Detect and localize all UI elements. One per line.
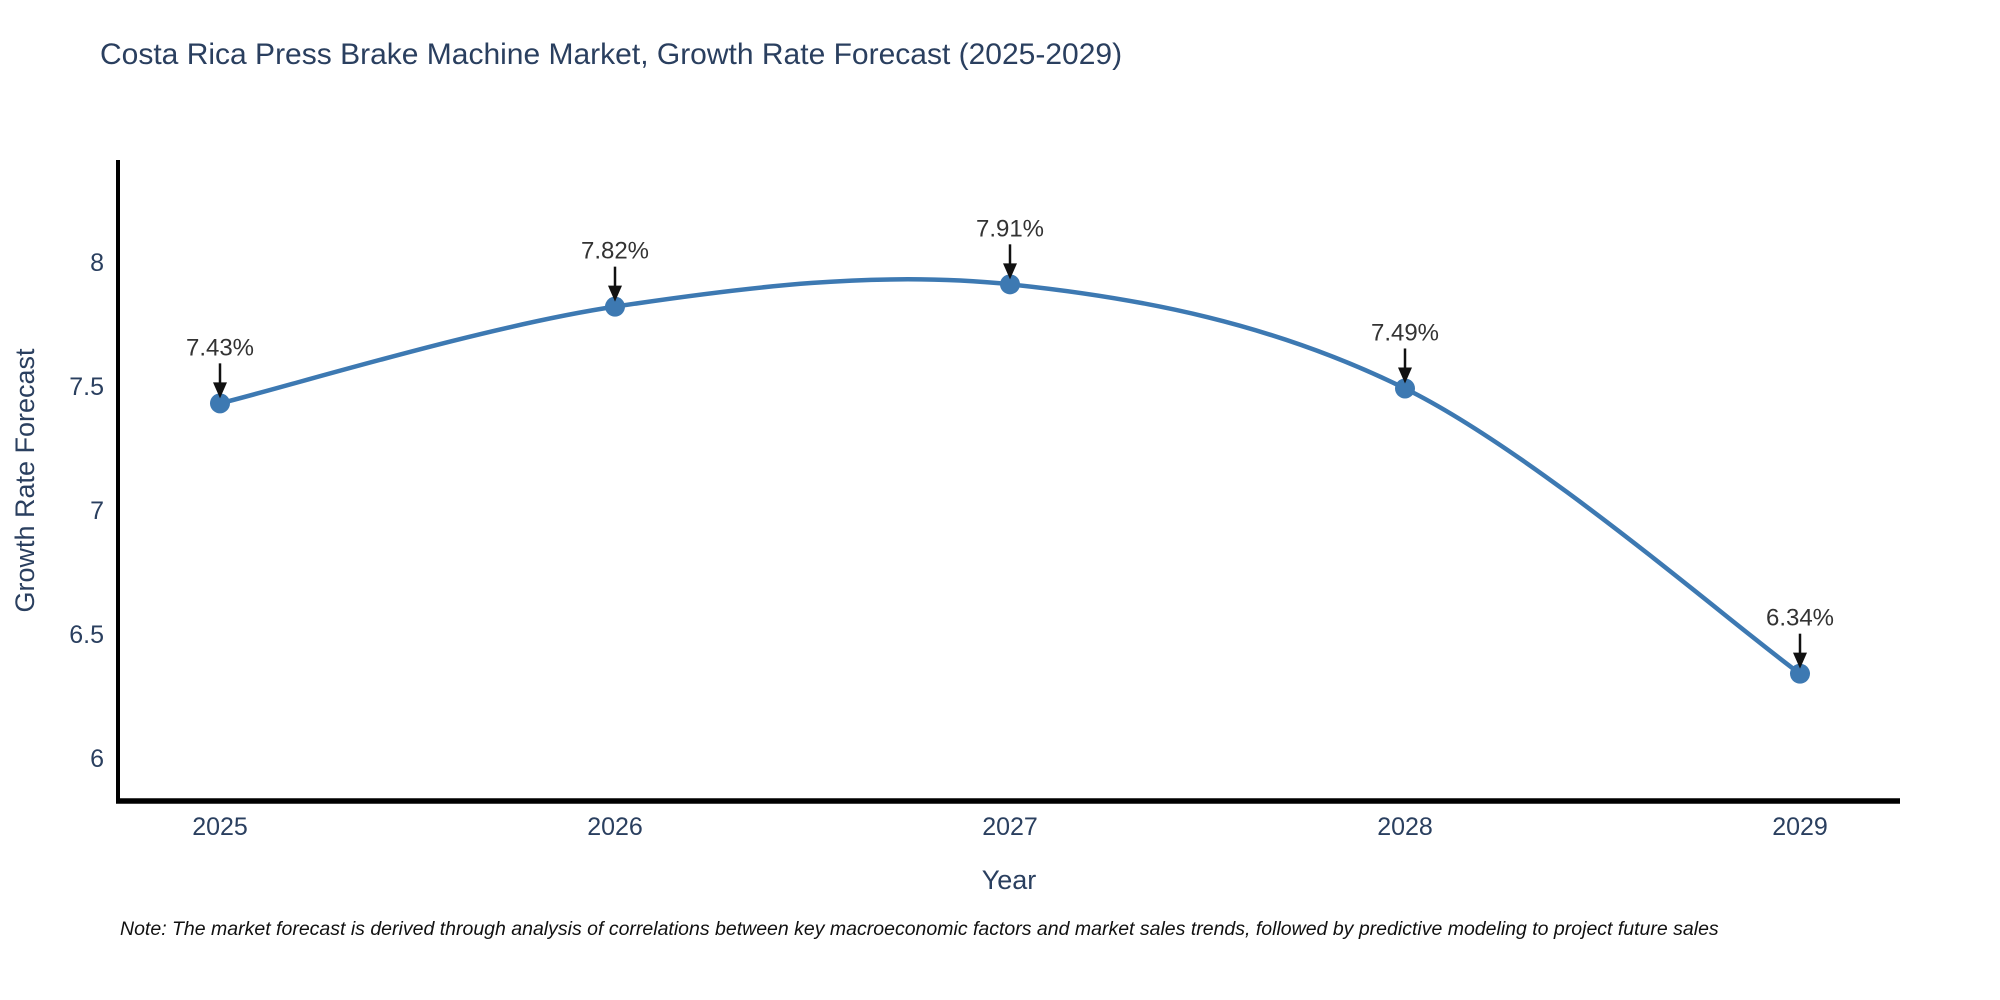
chart-title: Costa Rica Press Brake Machine Market, G… — [100, 38, 1123, 71]
annotation-label: 6.34% — [1766, 605, 1834, 632]
x-tick-label: 2028 — [1377, 813, 1433, 841]
annotation-label: 7.91% — [976, 215, 1044, 242]
y-tick-label: 7.5 — [69, 373, 104, 401]
y-tick-label: 8 — [90, 249, 104, 277]
footnote: Note: The market forecast is derived thr… — [120, 918, 1719, 940]
data-point-marker — [1395, 378, 1415, 399]
x-tick-label: 2029 — [1772, 813, 1828, 841]
y-tick-label: 6.5 — [69, 621, 104, 649]
annotation-arrowhead — [1003, 263, 1017, 280]
x-axis-title: Year — [982, 865, 1037, 895]
x-tick-label: 2027 — [982, 813, 1038, 841]
annotation-label: 7.82% — [581, 238, 649, 265]
data-point-marker — [1790, 663, 1810, 684]
annotation-label: 7.49% — [1371, 319, 1439, 346]
annotation-arrowhead — [1793, 652, 1807, 669]
y-axis-title: Growth Rate Forecast — [10, 348, 40, 613]
annotation-arrowhead — [1398, 367, 1412, 384]
annotation-arrowhead — [608, 285, 622, 302]
annotation-label: 7.43% — [186, 334, 254, 361]
y-tick-label: 6 — [90, 745, 104, 773]
annotation-arrowhead — [213, 382, 227, 399]
data-point-marker — [605, 296, 625, 317]
trend-line — [217, 277, 1803, 676]
x-tick-label: 2025 — [192, 813, 248, 841]
data-point-marker — [210, 393, 230, 414]
x-tick-label: 2026 — [587, 813, 643, 841]
y-tick-label: 7 — [90, 497, 104, 525]
data-point-marker — [1000, 274, 1020, 295]
